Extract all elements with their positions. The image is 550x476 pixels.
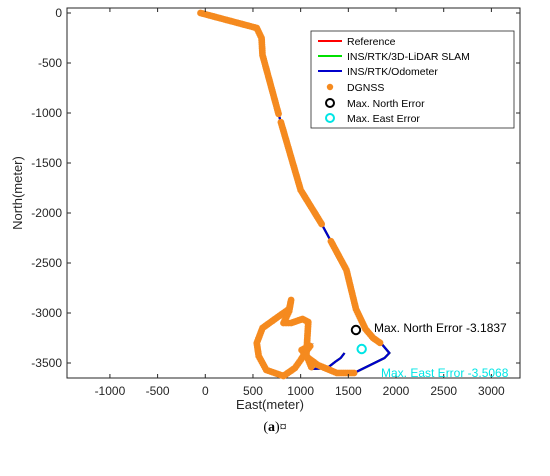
caption-label: a [268,420,275,435]
legend-box [310,30,515,129]
trajectory-layer [197,9,391,380]
series-dgnss [197,9,384,380]
legend: Reference INS/RTK/3D-LiDAR SLAM INS/RTK/… [310,30,515,129]
x-tick-label: 2000 [383,384,410,398]
max-east-error-marker [356,343,367,355]
legend-reference-label: Reference [347,36,396,48]
legend-east-error-marker [325,113,335,123]
legend-dgnss-marker [326,83,334,91]
max-north-error-annotation: Max. North Error -3.1837 [374,321,507,335]
x-tick-label: 1500 [335,384,362,398]
max-east-error-annotation: Max. East Error -3.5068 [381,366,509,380]
y-tick-label: -3500 [31,356,62,370]
y-tick-label: -500 [38,56,62,70]
y-tick-label: -1000 [31,106,62,120]
y-tick-label: -2500 [31,256,62,270]
legend-east-error-label: Max. East Error [347,113,420,125]
dgnss-point [307,363,315,371]
dgnss-point [318,220,326,228]
x-tick-label: -500 [146,384,170,398]
legend-north-error-marker [325,98,335,108]
max-north-error-marker [350,324,362,336]
y-tick-label: -2000 [31,206,62,220]
dgnss-point [275,110,282,118]
legend-north-error-label: Max. North Error [347,98,425,110]
x-axis-label: East(meter) [236,397,304,412]
x-tick-label: 500 [243,384,263,398]
y-tick-label: -1500 [31,156,62,170]
figure-caption: (a)¤ [263,420,287,435]
x-tick-label: -1000 [95,384,126,398]
legend-slam-label: INS/RTK/3D-LiDAR SLAM [347,51,470,63]
y-axis-label: North(meter) [10,156,25,230]
y-axis: 0 -500 -1000 -1500 -2000 -2500 -3000 -3500 [31,6,520,370]
dgnss-point [376,339,384,347]
legend-odometer-label: INS/RTK/Odometer [347,66,438,78]
y-tick-label: 0 [55,6,62,20]
x-tick-label: 3000 [478,384,505,398]
legend-dgnss-label: DGNSS [347,82,384,94]
x-tick-label: 0 [202,384,209,398]
y-tick-label: -3000 [31,306,62,320]
x-tick-label: 2500 [430,384,457,398]
x-tick-label: 1000 [287,384,314,398]
caption-suffix: ¤ [279,420,287,435]
x-axis: -1000 -500 0 500 1000 1500 2000 2500 3000 [95,8,505,398]
